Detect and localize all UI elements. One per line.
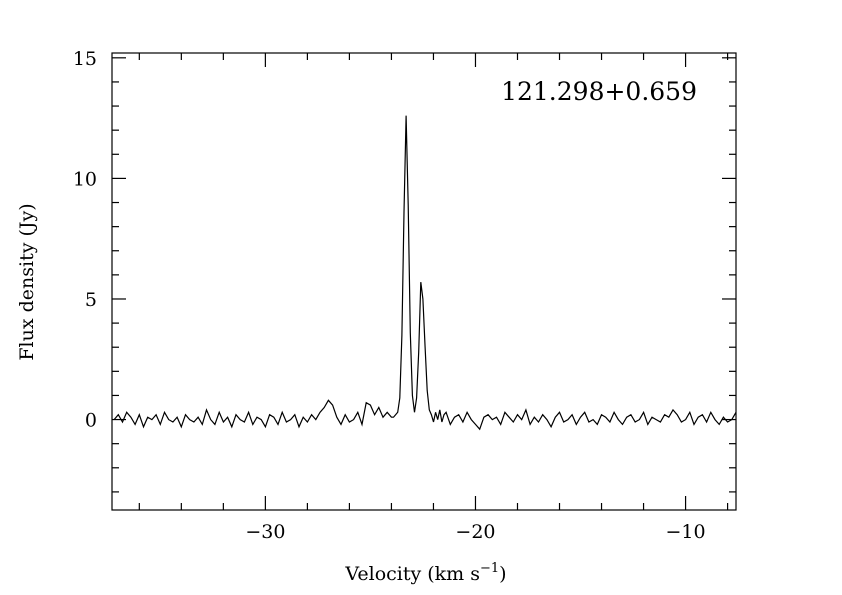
x-tick-labels: −30 −20 −10 bbox=[245, 521, 705, 543]
x-tick-label: −30 bbox=[245, 521, 285, 543]
y-tick-label: 10 bbox=[73, 168, 97, 190]
axis-ticks bbox=[112, 53, 736, 510]
x-axis-label: Velocity (km s−1) bbox=[344, 561, 506, 585]
plot-frame bbox=[111, 52, 737, 511]
spectrum-line bbox=[113, 115, 737, 431]
y-tick-label: 5 bbox=[85, 289, 97, 311]
x-tick-label: −10 bbox=[666, 521, 706, 543]
y-axis-label: Flux density (Jy) bbox=[16, 203, 38, 360]
y-tick-label: 15 bbox=[73, 48, 97, 70]
x-tick-label: −20 bbox=[455, 521, 495, 543]
source-annotation: 121.298+0.659 bbox=[501, 77, 697, 106]
y-tick-label: 0 bbox=[85, 410, 97, 432]
y-tick-labels: 0 5 10 15 bbox=[73, 48, 97, 432]
